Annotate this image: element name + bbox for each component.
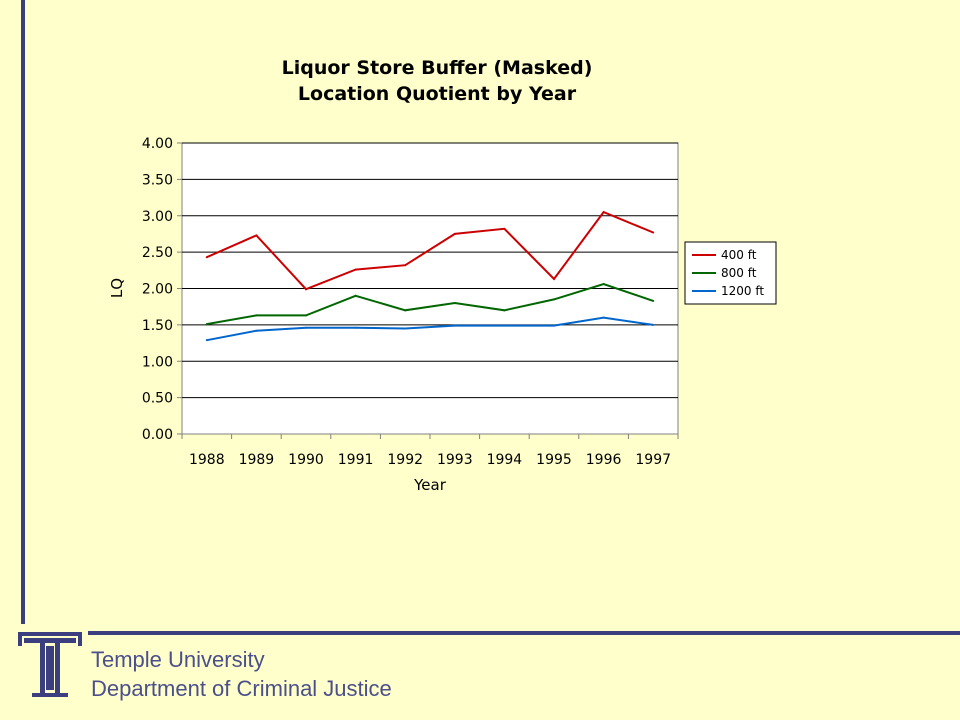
data-point [205, 323, 208, 326]
chart-title-line-1: Liquor Store Buffer (Masked) [282, 57, 593, 79]
series-line-1200-ft [206, 316, 654, 342]
temple-t-logo [18, 632, 82, 697]
x-tick-label: 1994 [487, 452, 523, 468]
legend-label: 400 ft [721, 248, 757, 262]
footer-department: Department of Criminal Justice [91, 676, 392, 701]
data-point [255, 314, 258, 317]
series-line-800-ft [206, 283, 654, 326]
x-tick-label: 1997 [635, 452, 671, 468]
chart-title-line-2: Location Quotient by Year [298, 83, 577, 105]
data-point [602, 316, 605, 319]
x-tick-label: 1992 [387, 452, 423, 468]
x-tick-label: 1989 [239, 452, 275, 468]
line-chart: Liquor Store Buffer (Masked) Location Qu… [108, 57, 777, 494]
x-tick-label: 1991 [338, 452, 374, 468]
y-axis-label: LQ [108, 278, 126, 298]
footer-university: Temple University [91, 647, 265, 672]
data-point [354, 268, 357, 271]
x-tick-label: 1995 [536, 452, 572, 468]
y-tick-label: 2.50 [142, 245, 173, 261]
data-point [305, 314, 307, 317]
y-tick-label: 0.50 [142, 391, 173, 407]
y-tick-label: 4.00 [142, 136, 173, 152]
data-point [305, 288, 307, 291]
data-point [205, 256, 208, 259]
data-point [453, 324, 456, 327]
data-point [404, 309, 407, 312]
x-tick-label: 1993 [437, 452, 473, 468]
data-point [404, 327, 407, 330]
y-tick-label: 3.50 [142, 172, 173, 188]
data-point [354, 326, 357, 329]
data-point [652, 323, 655, 326]
footer-accent-bar [88, 631, 960, 635]
x-tick-label: 1996 [586, 452, 622, 468]
y-tick-label: 3.00 [142, 209, 173, 225]
data-point [602, 211, 605, 214]
y-tick-label: 1.50 [142, 318, 173, 334]
series-line-400-ft [206, 210, 654, 291]
y-tick-label: 1.00 [142, 354, 173, 370]
data-point [652, 299, 655, 302]
data-point [503, 309, 506, 312]
data-point [602, 283, 605, 286]
data-point [553, 278, 555, 281]
x-axis-label: Year [413, 476, 447, 494]
legend-label: 1200 ft [721, 284, 764, 298]
data-point [305, 326, 307, 329]
y-tick-label: 0.00 [142, 427, 173, 443]
y-tick-label: 2.00 [142, 282, 173, 298]
data-point [354, 294, 357, 297]
legend: 400 ft 800 ft 1200 ft [684, 241, 777, 305]
data-point [205, 339, 208, 342]
left-accent-bar [21, 0, 25, 624]
legend-label: 800 ft [721, 266, 757, 280]
data-point [404, 264, 407, 267]
data-point [453, 302, 456, 305]
data-point [453, 232, 456, 235]
data-point [255, 329, 258, 332]
data-point [503, 227, 506, 230]
x-tick-label: 1988 [189, 452, 225, 468]
data-point [652, 231, 655, 234]
data-point [553, 324, 555, 327]
data-point [553, 298, 555, 301]
x-tick-label: 1990 [288, 452, 324, 468]
data-point [503, 324, 506, 327]
data-point [255, 234, 258, 237]
